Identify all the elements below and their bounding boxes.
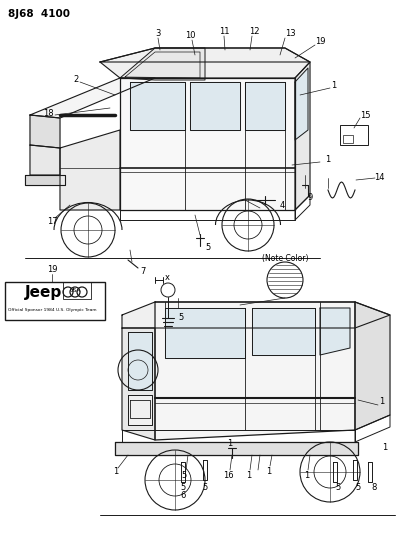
- Bar: [5, 282, 105, 320]
- Text: 1: 1: [246, 471, 252, 480]
- Text: 13: 13: [285, 29, 295, 38]
- Polygon shape: [165, 308, 245, 358]
- Text: 5: 5: [202, 482, 207, 491]
- Text: 1: 1: [227, 440, 233, 448]
- Text: 19: 19: [47, 265, 57, 274]
- Text: 7: 7: [140, 268, 145, 277]
- Text: 19: 19: [315, 37, 325, 46]
- Text: 5: 5: [356, 483, 361, 492]
- Polygon shape: [25, 175, 65, 185]
- Text: 5: 5: [205, 244, 210, 253]
- Text: 5: 5: [182, 471, 187, 480]
- Polygon shape: [120, 78, 295, 210]
- Text: (Note Color): (Note Color): [262, 254, 308, 262]
- Text: 1: 1: [304, 471, 310, 480]
- Text: Official Sponsor 1984 U.S. Olympic Team: Official Sponsor 1984 U.S. Olympic Team: [8, 308, 96, 312]
- Text: 1: 1: [332, 82, 337, 91]
- Polygon shape: [295, 68, 308, 140]
- Text: 8: 8: [371, 483, 377, 492]
- Text: 1: 1: [379, 398, 385, 407]
- Text: 15: 15: [360, 110, 370, 119]
- Text: 5: 5: [336, 483, 341, 492]
- Polygon shape: [130, 82, 185, 130]
- Polygon shape: [30, 78, 155, 118]
- Polygon shape: [128, 332, 152, 390]
- Text: 17: 17: [47, 217, 57, 227]
- Text: 2: 2: [73, 76, 79, 85]
- Text: 1: 1: [267, 467, 272, 477]
- Text: 5: 5: [178, 313, 183, 322]
- Text: 8J68  4100: 8J68 4100: [8, 9, 70, 19]
- Polygon shape: [120, 48, 205, 80]
- Text: 3: 3: [155, 29, 161, 38]
- Text: 4: 4: [280, 200, 285, 209]
- Polygon shape: [320, 308, 350, 355]
- Text: 1: 1: [325, 156, 330, 165]
- Text: 6: 6: [180, 490, 186, 499]
- Text: 12: 12: [249, 28, 259, 36]
- Polygon shape: [30, 115, 60, 148]
- Polygon shape: [60, 130, 120, 210]
- Polygon shape: [295, 62, 310, 210]
- Text: 5: 5: [180, 483, 186, 492]
- Polygon shape: [30, 145, 60, 175]
- Polygon shape: [122, 302, 390, 328]
- Polygon shape: [122, 328, 155, 440]
- Polygon shape: [245, 82, 285, 130]
- Text: 16: 16: [223, 472, 233, 481]
- Text: 10: 10: [185, 31, 195, 41]
- Polygon shape: [155, 302, 355, 440]
- Bar: [343, 135, 353, 143]
- Polygon shape: [355, 302, 390, 430]
- Polygon shape: [128, 395, 152, 425]
- Text: USA: USA: [69, 287, 81, 293]
- Bar: [340, 125, 368, 145]
- Bar: [63, 282, 91, 299]
- Polygon shape: [252, 308, 315, 355]
- Text: 14: 14: [374, 173, 384, 182]
- Polygon shape: [100, 48, 310, 78]
- Text: Jeep: Jeep: [25, 285, 62, 300]
- Polygon shape: [190, 82, 240, 130]
- Text: 1: 1: [382, 443, 387, 453]
- Text: x: x: [165, 272, 170, 281]
- Text: 11: 11: [219, 28, 229, 36]
- Text: 9: 9: [308, 193, 313, 203]
- Text: 18: 18: [43, 109, 53, 117]
- Polygon shape: [115, 442, 358, 455]
- Text: 1: 1: [113, 467, 119, 477]
